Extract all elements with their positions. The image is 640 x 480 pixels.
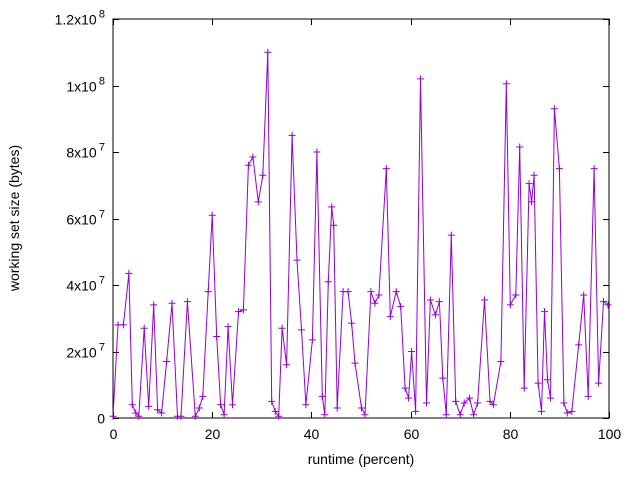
- data-series-markers: [109, 48, 612, 420]
- y-tick-label: 2x10 7: [66, 342, 105, 361]
- y-tick-label: 1.2x10 8: [55, 9, 105, 28]
- y-tick-label: 8x10 7: [66, 142, 105, 161]
- x-axis-title: runtime (percent): [307, 451, 415, 467]
- x-tick-label: 100: [598, 426, 622, 442]
- y-axis-title: working set size (bytes): [6, 144, 22, 292]
- plot-border: [112, 18, 610, 419]
- x-tick-label: 80: [503, 426, 519, 442]
- x-tick-label: 60: [404, 426, 420, 442]
- x-tick-label: 0: [110, 426, 118, 442]
- y-tick-label: 6x10 7: [66, 209, 105, 228]
- x-tick-label: 40: [304, 426, 320, 442]
- y-tick-label: 0: [97, 411, 105, 427]
- y-tick-label: 4x10 7: [66, 275, 105, 294]
- data-series-line: [112, 52, 609, 419]
- y-tick-label: 1x10 8: [66, 76, 105, 95]
- x-tick-label: 20: [205, 426, 221, 442]
